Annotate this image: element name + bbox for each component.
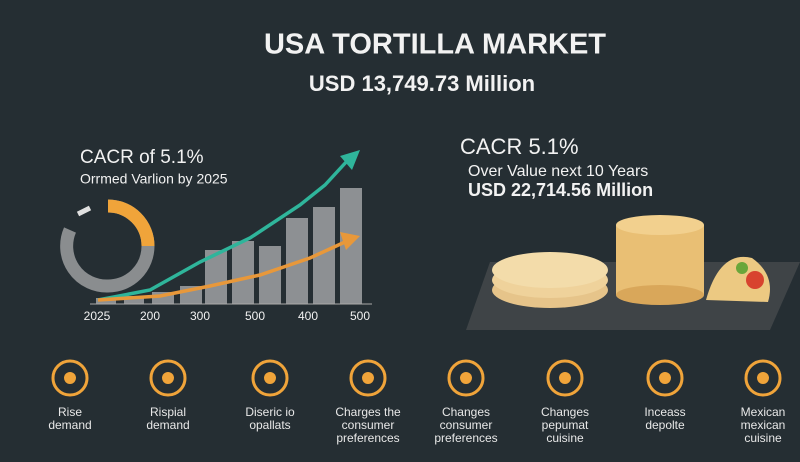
bars xyxy=(96,188,362,304)
icon xyxy=(744,359,782,397)
axis-label: 2025 xyxy=(84,309,111,323)
axis-label: 200 xyxy=(140,309,160,323)
icon-label: mexican xyxy=(741,418,786,432)
icon-label: Rise xyxy=(58,405,82,419)
icon-label: Rispial xyxy=(150,405,186,419)
icon-label: consumer xyxy=(440,418,493,432)
icon-label: Inceass xyxy=(644,405,685,419)
icon-label: Changes xyxy=(442,405,490,419)
icon-dot xyxy=(264,372,276,384)
subtitle: USD 13,749.73 Million xyxy=(309,71,535,96)
left-caption: Orrmed Varlion by 2025 xyxy=(80,171,228,187)
icon-dot xyxy=(460,372,472,384)
icon-label: pepumat xyxy=(542,418,589,432)
icon-dot xyxy=(362,372,374,384)
axis-label: 300 xyxy=(190,309,210,323)
left-heading: CACR of 5.1% xyxy=(80,147,204,168)
icon-label: depolte xyxy=(645,418,685,432)
icon xyxy=(149,359,187,397)
icon xyxy=(546,359,584,397)
trend-line xyxy=(97,158,350,302)
axis-label: 400 xyxy=(298,309,318,323)
icon-label: Mexican xyxy=(741,405,786,419)
icon-dot xyxy=(559,372,571,384)
icon-dot xyxy=(659,372,671,384)
donut xyxy=(60,199,155,293)
right-heading: CACR 5.1% xyxy=(460,134,579,159)
icon-label: cuisine xyxy=(744,431,782,445)
right-line2: USD 22,714.56 Million xyxy=(468,180,653,200)
icon-dot xyxy=(162,372,174,384)
icon-label: demand xyxy=(146,418,189,432)
icon xyxy=(646,359,684,397)
icon-label: preferences xyxy=(434,431,497,445)
icon-label: Changes xyxy=(541,405,589,419)
trend-line xyxy=(97,240,346,302)
icon-dot xyxy=(757,372,769,384)
icon-label: demand xyxy=(48,418,91,432)
icon-label: opallats xyxy=(249,418,290,432)
icon-label: consumer xyxy=(342,418,395,432)
axis-label: 500 xyxy=(245,309,265,323)
tortilla-illustration xyxy=(466,215,800,330)
icon xyxy=(447,359,485,397)
icon-label: cuisine xyxy=(546,431,584,445)
arrow-head xyxy=(340,150,360,170)
icon-dot xyxy=(64,372,76,384)
title: USA TORTILLA MARKET xyxy=(264,29,606,61)
arrow-head xyxy=(340,232,360,250)
icon xyxy=(51,359,89,397)
icon-label: Charges the xyxy=(335,405,401,419)
axis-label: 500 xyxy=(350,309,370,323)
icon xyxy=(251,359,289,397)
icon xyxy=(349,359,387,397)
icon-label: Diseric io xyxy=(245,405,295,419)
right-line1: Over Value next 10 Years xyxy=(468,163,648,180)
icon-label: preferences xyxy=(336,431,399,445)
